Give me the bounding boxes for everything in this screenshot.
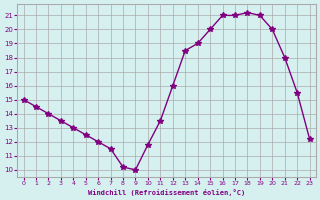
X-axis label: Windchill (Refroidissement éolien,°C): Windchill (Refroidissement éolien,°C) xyxy=(88,189,245,196)
